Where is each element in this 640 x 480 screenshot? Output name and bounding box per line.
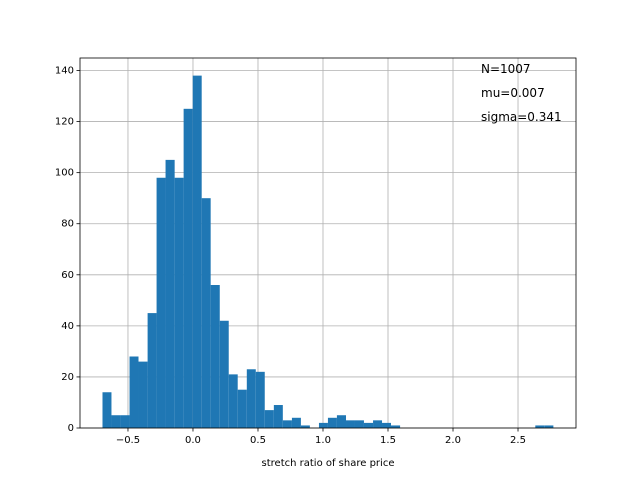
bar — [147, 313, 157, 428]
bar — [264, 410, 274, 428]
bar — [174, 177, 184, 428]
bar — [300, 425, 310, 428]
y-tick-label: 20 — [61, 372, 74, 383]
y-tick-label: 140 — [55, 66, 74, 77]
x-tick-label: −0.5 — [116, 435, 140, 446]
annotation: mu=0.007 — [481, 86, 545, 100]
bar — [363, 422, 374, 428]
bar — [246, 369, 256, 428]
y-tick-label: 0 — [68, 423, 74, 434]
x-tick-label: 2.5 — [510, 435, 526, 446]
annotation: sigma=0.341 — [481, 110, 562, 124]
x-tick-label: 2.0 — [445, 435, 461, 446]
y-tick-label: 100 — [55, 168, 74, 179]
bar — [373, 420, 383, 428]
bar — [201, 198, 211, 428]
bar — [544, 425, 554, 428]
bar — [318, 422, 328, 428]
bar — [255, 371, 265, 428]
y-tick-label: 60 — [61, 270, 74, 281]
bar — [138, 361, 148, 428]
bar — [282, 420, 292, 428]
bar — [535, 425, 545, 428]
bar — [336, 415, 347, 428]
y-tick-label: 80 — [61, 219, 74, 230]
bar — [237, 389, 247, 428]
bar — [346, 420, 355, 428]
bar — [129, 356, 139, 428]
bar — [382, 422, 391, 428]
bar — [291, 417, 301, 428]
bar — [273, 405, 283, 428]
x-tick-label: 1.5 — [380, 435, 396, 446]
bar — [192, 75, 202, 428]
bar — [102, 392, 112, 428]
x-tick-label: 0.5 — [250, 435, 266, 446]
bar — [120, 415, 130, 428]
x-tick-label: 1.0 — [315, 435, 331, 446]
annotation: N=1007 — [481, 62, 531, 76]
bar — [327, 417, 337, 428]
plot-area — [80, 58, 576, 429]
bar — [111, 415, 121, 428]
x-tick-label: 0.0 — [185, 435, 201, 446]
bar — [210, 285, 220, 428]
bar — [219, 320, 229, 428]
bar — [228, 374, 238, 428]
bar — [390, 425, 401, 428]
x-axis-label: stretch ratio of share price — [262, 458, 395, 469]
bar — [354, 420, 364, 428]
y-tick-label: 40 — [61, 321, 74, 332]
bar — [165, 159, 175, 428]
bar — [156, 177, 166, 428]
y-tick-label: 120 — [55, 117, 74, 128]
axes-frame — [79, 57, 577, 429]
bar — [183, 108, 193, 428]
